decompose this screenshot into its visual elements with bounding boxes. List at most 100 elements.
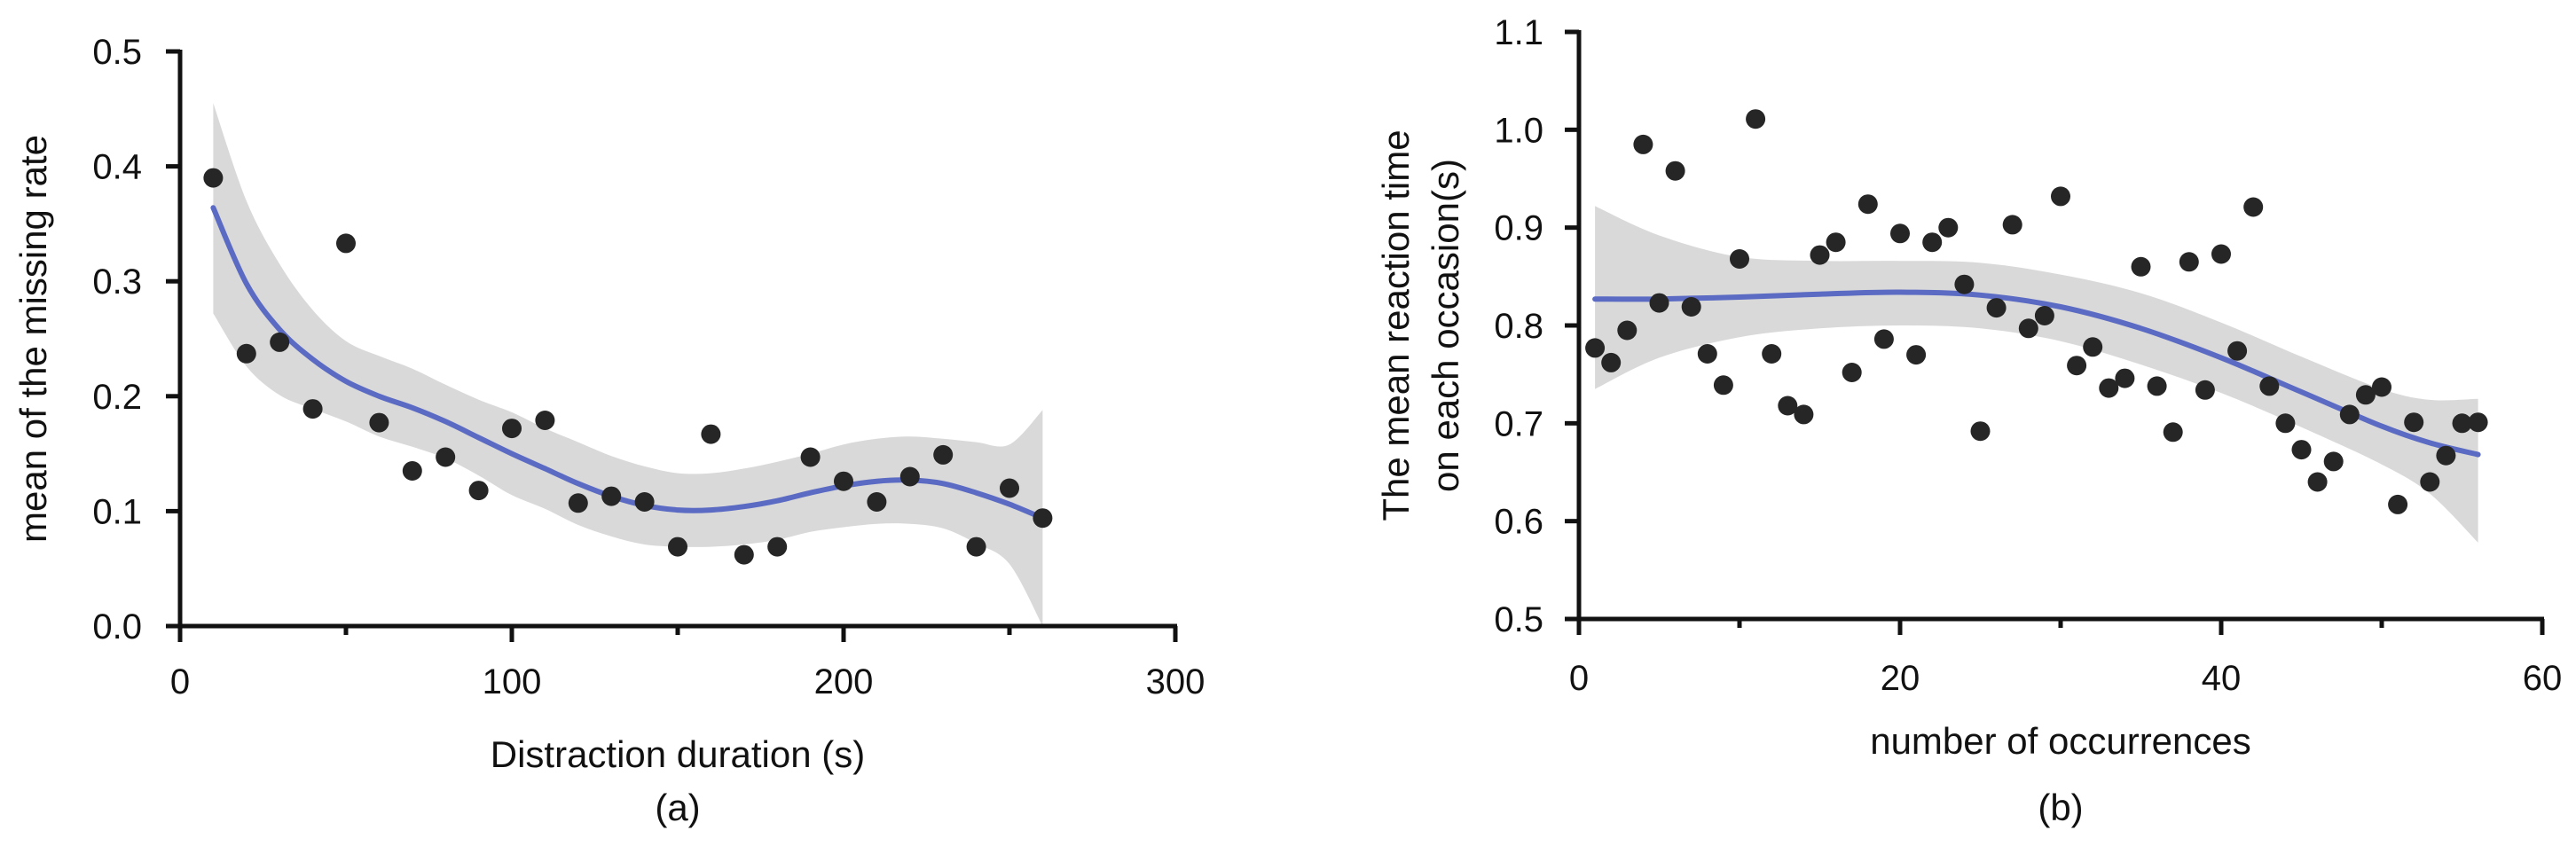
chart-b-y-tick-label: 0.5 (1494, 600, 1543, 639)
chart-b-data-point (2002, 215, 2022, 235)
chart-b-data-point (2179, 252, 2199, 272)
chart-b-data-point (1762, 344, 1782, 364)
chart-b-x-tick-label: 0 (1569, 659, 1589, 698)
chart-a-data-point (270, 332, 290, 352)
chart-a-data-point (336, 233, 356, 254)
chart-b-data-point (2147, 376, 2167, 396)
chart-a-data-point (933, 444, 954, 465)
chart-b-data-point (2436, 445, 2456, 466)
chart-b-data-point (1970, 421, 1991, 442)
chart-b-data-point (1665, 161, 1685, 181)
chart-a-data-point (1000, 478, 1019, 498)
chart-b-y-axis-title: The mean reaction time on each occasion(s… (1375, 129, 1466, 521)
chart-a-data-point (701, 424, 721, 444)
chart-b-data-point (2243, 197, 2264, 217)
chart-a-data-point (834, 471, 853, 491)
chart-a-data-point (468, 481, 489, 501)
chart-b-data-point (1826, 232, 1846, 253)
chart-b-data-point (2067, 356, 2087, 376)
chart-a-data-point (634, 492, 655, 512)
chart-a-data-point (601, 486, 622, 506)
chart-b-data-point (1681, 297, 1701, 317)
chart-b-panel-label: (b) (2038, 787, 2083, 828)
chart-b-data-point (1730, 249, 1749, 269)
chart-panel-b: 0.5 0.6 0.7 0.8 0.9 1.0 1.1 0 20 40 60 number of oc… (1375, 13, 2562, 828)
chart-b-x-tick-label: 20 (1881, 659, 1920, 698)
chart-b-confidence-band (1595, 206, 2478, 543)
chart-a-data-point (369, 412, 389, 433)
chart-a-data-point (436, 447, 456, 467)
chart-b-y-tick-label: 0.8 (1494, 307, 1543, 346)
chart-b-data-point (2291, 440, 2312, 460)
chart-b-y-axis-title-line: The mean reaction time (1375, 129, 1417, 521)
chart-b-y-tick-label: 0.7 (1494, 404, 1543, 443)
chart-b-data-point (2163, 422, 2183, 443)
chart-b-data-point (2307, 472, 2328, 492)
chart-b-data-point (1633, 134, 1653, 154)
chart-a-x-tick-label: 100 (483, 662, 542, 701)
chart-b-y-tick-label: 0.9 (1494, 209, 1543, 248)
chart-a-x-axis-title: Distraction duration (s) (491, 733, 865, 775)
chart-a-data-point (800, 447, 821, 467)
chart-b-y-tick-label: 0.6 (1494, 503, 1543, 542)
chart-b-data-point (1778, 396, 1798, 416)
chart-b-data-point (1697, 344, 1717, 364)
chart-a-y-tick-label: 0.3 (92, 262, 142, 302)
chart-b-data-point (1585, 338, 1606, 358)
chart-b-x-tick-label: 60 (2523, 659, 2563, 698)
chart-a-data-point (502, 419, 522, 439)
chart-b-data-point (2115, 368, 2135, 388)
chart-b-data-point (1617, 320, 1637, 341)
chart-b-data-point (1713, 375, 1733, 396)
chart-a-data-point (568, 493, 588, 513)
chart-b-data-point (2275, 413, 2296, 434)
chart-b-data-point (1873, 329, 1894, 349)
chart-b-data-point (2452, 413, 2472, 434)
chart-b-data-point (2323, 451, 2344, 472)
chart-a-data-point (402, 461, 422, 481)
chart-a-confidence-band (213, 103, 1043, 627)
chart-b-x-tick-label: 40 (2202, 659, 2242, 698)
chart-b-y-tick-label: 1.1 (1494, 13, 1543, 52)
chart-panel-a: 0.0 0.1 0.2 0.3 0.4 0.5 0 100 200 300 Distraction … (12, 33, 1205, 828)
chart-a-y-tick-label: 0.2 (92, 378, 142, 417)
chart-b-data-point (2099, 378, 2119, 398)
chart-a-y-axis-title: mean of the missing rate (12, 135, 54, 543)
chart-b-fit-line (1592, 289, 2481, 458)
chart-a-x-tick-label: 300 (1146, 662, 1206, 701)
chart-a-y-tick-label: 0.4 (92, 148, 142, 187)
chart-b-data-point (1922, 232, 1943, 253)
chart-b-data-point (2051, 186, 2070, 207)
chart-a-data-point (535, 411, 555, 430)
chart-b-data-point (1649, 293, 1669, 313)
chart-b-data-point (2211, 244, 2231, 264)
chart-a-data-point (668, 537, 687, 557)
chart-b-data-point (2372, 377, 2391, 397)
chart-b-data-point (1857, 194, 1878, 215)
chart-b-x-axis-title: number of occurrences (1870, 720, 2251, 762)
chart-a-data-point (767, 537, 788, 557)
chart-a-data-point (203, 168, 224, 188)
chart-a-data-point (1033, 508, 1053, 529)
chart-b-data-point (2259, 376, 2280, 396)
chart-b-data-point (2034, 306, 2054, 325)
chart-b-data-point (1954, 274, 1975, 294)
chart-b-data-point (1601, 352, 1622, 372)
chart-a-data-point (899, 466, 920, 487)
chart-b-data-point (1906, 345, 1927, 365)
chart-a-panel-label: (a) (655, 787, 700, 828)
chart-a-x-tick-label: 200 (814, 662, 874, 701)
chart-b-data-point (2018, 318, 2038, 339)
chart-b-data-point (2420, 472, 2440, 492)
chart-a-x-tick-label: 0 (170, 662, 190, 701)
chart-b-data-point (1938, 217, 1959, 238)
chart-b-data-point (2355, 385, 2376, 405)
chart-b-data-point (2468, 412, 2488, 433)
chart-b-data-point (2388, 494, 2408, 514)
chart-b-data-point (2404, 412, 2424, 433)
chart-a-data-point (734, 544, 754, 565)
chart-b-data-point (2131, 256, 2151, 277)
chart-b-y-axis-title-line: on each occasion(s) (1425, 159, 1466, 492)
chart-b-data-point (2195, 380, 2215, 400)
